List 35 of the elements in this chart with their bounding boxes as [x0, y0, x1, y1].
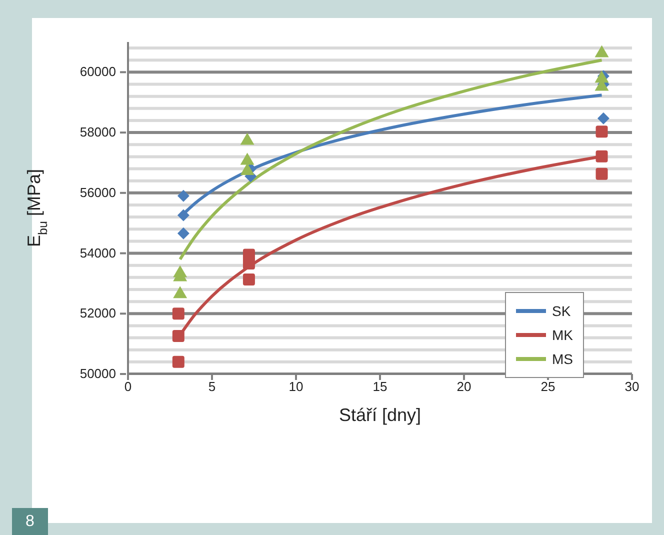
- point: [240, 162, 254, 175]
- point: [597, 112, 610, 124]
- y-tick-label: 60000: [80, 64, 116, 80]
- x-tick-label: 0: [124, 379, 132, 394]
- y-tick-label: 52000: [80, 306, 116, 321]
- x-tick-label: 15: [372, 379, 388, 394]
- point: [242, 274, 255, 286]
- point: [172, 330, 184, 342]
- point: [242, 258, 255, 270]
- legend-label: SK: [552, 303, 571, 319]
- point: [240, 152, 254, 165]
- x-axis-title: Stáří [dny]: [338, 404, 422, 425]
- x-tick-label: 10: [288, 379, 304, 394]
- x-tick-label: 30: [624, 379, 640, 394]
- y-tick-label: 50000: [80, 366, 116, 381]
- legend-label: MS: [552, 351, 573, 367]
- x-tick-label: 20: [456, 379, 472, 394]
- point: [240, 132, 254, 145]
- y-tick-label: 58000: [80, 124, 116, 140]
- legend-label: MK: [552, 327, 573, 343]
- point: [596, 168, 608, 180]
- x-tick-label: 25: [540, 379, 556, 394]
- point: [172, 356, 184, 368]
- point: [177, 190, 190, 202]
- point: [177, 227, 190, 240]
- point: [177, 209, 190, 222]
- point: [596, 150, 608, 162]
- y-tick-label: 56000: [80, 184, 116, 200]
- point: [596, 126, 608, 138]
- x-tick-label: 5: [208, 379, 216, 394]
- point: [594, 45, 609, 58]
- y-tick-label: 54000: [80, 245, 116, 260]
- text: 8: [12, 508, 48, 535]
- point: [173, 286, 188, 298]
- point: [172, 308, 184, 320]
